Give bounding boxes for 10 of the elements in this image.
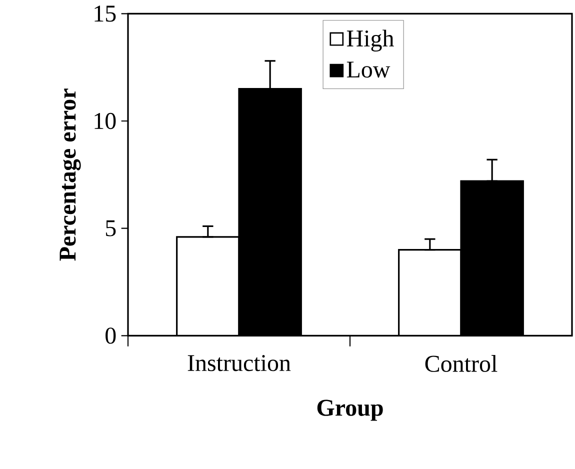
- y-tick-label: 0: [106, 328, 116, 344]
- legend-label: High: [346, 30, 394, 52]
- y-tick-label: 5: [106, 220, 116, 236]
- y-axis-title: Percentage error: [60, 88, 81, 261]
- y-tick-label: 10: [94, 112, 116, 130]
- x-tick-label: Instruction: [188, 355, 291, 372]
- x-tick-label: Control: [425, 355, 498, 372]
- legend-label: Low: [346, 62, 390, 78]
- x-axis-title: Group: [317, 400, 383, 421]
- y-tick-label: 15: [94, 6, 116, 22]
